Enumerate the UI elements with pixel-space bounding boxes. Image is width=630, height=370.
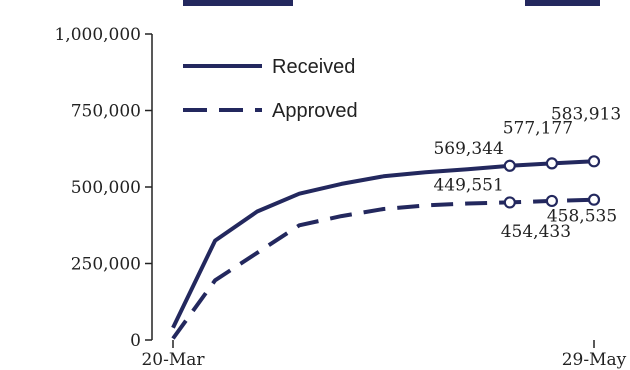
y-tick-label: 500,000 — [71, 178, 141, 198]
x-tick-label: 20-Mar — [141, 350, 205, 370]
x-axis: 20-Mar 29-May — [141, 340, 627, 370]
title-fragment — [183, 0, 600, 6]
point-marker — [503, 196, 516, 209]
x-tick-label: 29-May — [562, 350, 627, 370]
y-tick-label: 750,000 — [71, 102, 141, 122]
series-line-received — [171, 159, 595, 329]
series-line-approved — [171, 197, 595, 340]
y-axis: 0 250,000 500,000 750,000 1,000,000 — [54, 25, 153, 351]
data-label: 569,344 — [433, 139, 503, 159]
data-label: 454,433 — [501, 222, 571, 242]
point-markers — [503, 155, 601, 209]
legend-label-received: Received — [272, 56, 355, 78]
y-tick-label: 1,000,000 — [54, 25, 141, 45]
y-tick-label: 250,000 — [71, 255, 141, 275]
data-label: 577,177 — [503, 118, 573, 138]
point-marker — [587, 193, 601, 206]
data-label: 583,913 — [551, 104, 621, 124]
point-marker — [587, 155, 601, 168]
legend: Received Approved — [183, 56, 358, 122]
data-label: 458,535 — [547, 207, 617, 227]
point-marker — [545, 194, 559, 208]
point-marker — [503, 159, 516, 172]
data-label: 449,551 — [433, 175, 503, 195]
series-lines — [171, 159, 595, 340]
y-tick-label: 0 — [130, 331, 141, 351]
legend-label-approved: Approved — [272, 100, 358, 122]
point-marker — [545, 157, 559, 170]
